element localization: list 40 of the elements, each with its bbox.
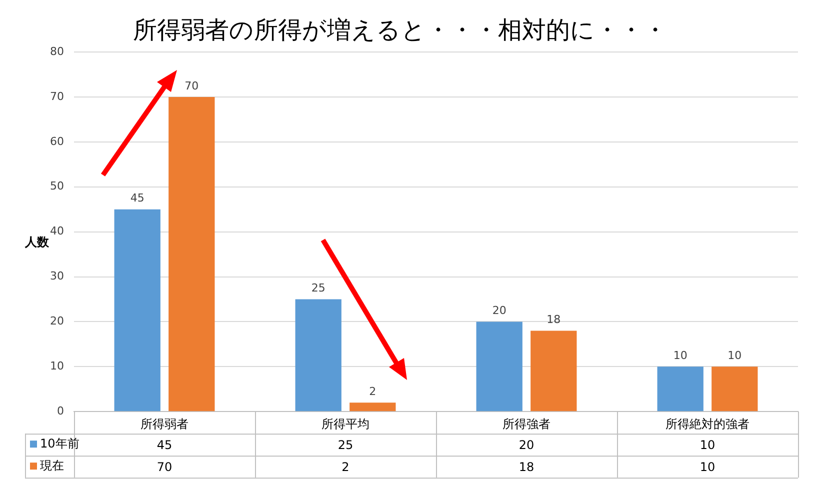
y-tick-label: 20 [50,314,64,328]
text: 20 [518,438,534,452]
bar [476,322,522,412]
x-tick-label: 所得絶対的強者 [666,416,750,431]
data-label: 10 [673,349,688,362]
text: 45 [156,438,172,452]
data-label: 45 [130,192,144,205]
text: 25 [338,438,354,452]
bar [350,402,396,412]
x-tick-label: 所得平均 [322,416,370,431]
y-tick-label: 30 [50,270,64,283]
bar [168,96,215,412]
legend-label: 現在 [40,458,64,473]
data-label: 25 [311,282,326,295]
y-tick-label: 80 [50,44,64,58]
bar [657,366,704,412]
data-label: 2 [369,384,376,398]
bar [712,366,758,412]
legend-label: 10年前 [40,436,80,451]
data-label: 18 [546,313,561,326]
text: 18 [518,460,534,474]
text: 10 [700,460,716,474]
data-label: 10 [728,349,742,362]
y-axis-title: 人数 [24,235,50,250]
bar [114,209,160,412]
y-tick-label: 10 [50,360,64,373]
y-tick-label: 70 [50,90,64,103]
data-label: 20 [492,304,506,318]
x-tick-label: 所得強者 [502,416,550,431]
data-label: 70 [184,79,199,92]
x-tick-label: 所得弱者 [140,416,188,431]
text: 70 [156,460,172,474]
y-tick-label: 50 [50,180,64,193]
y-tick-label: 0 [56,404,64,418]
text: 2 [342,460,350,474]
y-tick-label: 60 [50,134,64,148]
text: 10 [700,438,716,452]
bar [530,330,577,412]
y-tick-label: 40 [50,224,64,238]
chart-title: 所得弱者の所得が増えると・・・相対的に・・・ [133,16,667,44]
